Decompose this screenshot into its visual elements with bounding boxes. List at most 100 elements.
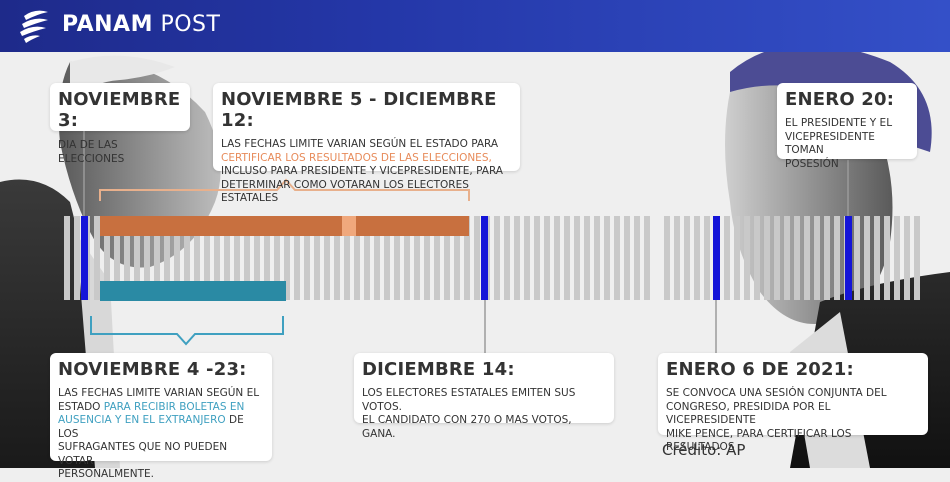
card-nov5-line4: DETERMINAR COMO VOTARAN LOS ELECTORES ES… bbox=[221, 178, 469, 205]
timeline-day-bar bbox=[154, 216, 160, 300]
timeline-day-bar bbox=[294, 216, 300, 300]
card-jan20-line3: POSESIÓN bbox=[785, 157, 839, 170]
timeline-day-bar bbox=[244, 216, 250, 300]
timeline-day-bar bbox=[744, 216, 750, 300]
card-nov5-line1: LAS FECHAS LIMITE VARIAN SEGÚN EL ESTADO… bbox=[221, 138, 499, 150]
timeline-day-bar bbox=[604, 216, 610, 300]
timeline-day-bar bbox=[74, 216, 80, 300]
timeline-day-bar bbox=[434, 216, 440, 300]
card-nov4: NOVIEMBRE 4 -23: LAS FECHAS LIMITE VARIA… bbox=[50, 353, 272, 480]
timeline-day-bar bbox=[534, 216, 540, 300]
card-nov4-line2a: ESTADO bbox=[58, 400, 104, 413]
marker-dec14 bbox=[481, 216, 488, 300]
timeline-day-bar bbox=[64, 216, 70, 300]
timeline-day-bar bbox=[804, 216, 810, 300]
timeline-day-bar bbox=[464, 216, 470, 300]
timeline-day-bar bbox=[694, 216, 700, 300]
timeline-day-bar bbox=[234, 216, 240, 300]
timeline-day-bar bbox=[874, 216, 880, 300]
timeline-day-bar bbox=[814, 216, 820, 300]
timeline-day-bar bbox=[664, 216, 670, 300]
connectors-overlay bbox=[83, 130, 849, 355]
timeline-day-bar bbox=[624, 216, 630, 300]
timeline-day-bar bbox=[724, 216, 730, 300]
timeline-day-bar bbox=[444, 216, 450, 300]
timeline-day-bar bbox=[414, 216, 420, 300]
timeline-day-bar bbox=[304, 216, 310, 300]
timeline-day-bar bbox=[884, 216, 890, 300]
timeline-day-bar bbox=[104, 216, 110, 300]
timeline-day-bar bbox=[704, 216, 710, 300]
card-jan20-line2: VICEPRESIDENTE TOMAN bbox=[785, 130, 875, 157]
card-jan20: ENERO 20: EL PRESIDENTE Y EL VICEPRESIDE… bbox=[777, 83, 917, 170]
card-nov4-line1: LAS FECHAS LIMITE VARIAN SEGÚN EL bbox=[58, 387, 260, 399]
timeline-day-bar bbox=[474, 216, 480, 300]
card-jan20-body: EL PRESIDENTE Y EL VICEPRESIDENTE TOMAN … bbox=[785, 117, 909, 171]
timeline-day-bar bbox=[174, 216, 180, 300]
timeline-day-bar bbox=[834, 216, 840, 300]
timeline-day-bar bbox=[544, 216, 550, 300]
card-nov4-line4: SUFRAGANTES QUE NO PUEDEN VOTAR bbox=[58, 441, 228, 467]
timeline-day-bar bbox=[94, 216, 100, 300]
marker-jan20 bbox=[845, 216, 852, 300]
timeline-day-bar bbox=[184, 216, 190, 300]
card-dec14-title: DICIEMBRE 14: bbox=[362, 359, 515, 380]
timeline-day-bar bbox=[734, 216, 740, 300]
timeline-day-bar bbox=[514, 216, 520, 300]
card-dec14-body: LOS ELECTORES ESTATALES EMITEN SUS VOTOS… bbox=[362, 387, 606, 441]
timeline-day-bar bbox=[504, 216, 510, 300]
card-nov3-title: NOVIEMBRE 3: bbox=[58, 89, 181, 131]
marker-nov3 bbox=[81, 216, 88, 300]
timeline-day-bar bbox=[124, 216, 130, 300]
timeline-day-bar bbox=[824, 216, 830, 300]
card-jan6-title: ENERO 6 DE 2021: bbox=[666, 359, 854, 380]
timeline-day-bar bbox=[224, 216, 230, 300]
brand-light: POST bbox=[160, 12, 221, 37]
timeline-day-bar bbox=[794, 216, 800, 300]
timeline-day-bar bbox=[354, 216, 360, 300]
card-jan6-line3: MIKE PENCE, PARA CERTIFICAR LOS RESULTAD… bbox=[666, 427, 852, 454]
timeline-day-bar bbox=[554, 216, 560, 300]
timeline-day-bar bbox=[754, 216, 760, 300]
card-dec14: DICIEMBRE 14: LOS ELECTORES ESTATALES EM… bbox=[354, 353, 614, 440]
timeline-day-bar bbox=[914, 216, 920, 300]
timeline-day-bar bbox=[424, 216, 430, 300]
certification-bracket bbox=[99, 178, 470, 201]
card-dec14-line1: LOS ELECTORES ESTATALES EMITEN SUS VOTOS… bbox=[362, 387, 576, 413]
timeline-day-bar bbox=[684, 216, 690, 300]
absentee-bracket bbox=[90, 316, 284, 346]
card-nov3: NOVIEMBRE 3: DIA DE LAS ELECCIONES bbox=[50, 83, 190, 165]
card-nov4-title: NOVIEMBRE 4 -23: bbox=[58, 359, 247, 380]
photo-credit: Crédito: AP bbox=[662, 441, 746, 459]
timeline-day-bar bbox=[784, 216, 790, 300]
absentee-range-bar bbox=[100, 281, 286, 301]
timeline-day-bar bbox=[334, 216, 340, 300]
timeline-day-bar bbox=[764, 216, 770, 300]
card-nov5-body: LAS FECHAS LIMITE VARIAN SEGÚN EL ESTADO… bbox=[221, 138, 512, 206]
card-nov4-body: LAS FECHAS LIMITE VARIAN SEGÚN EL ESTADO… bbox=[58, 387, 264, 482]
timeline-day-bar bbox=[454, 216, 460, 300]
timeline-day-bar bbox=[114, 216, 120, 300]
timeline-day-bar bbox=[374, 216, 380, 300]
card-dec14-line2: EL CANDIDATO CON 270 O MAS VOTOS, GANA. bbox=[362, 414, 572, 440]
card-nov5-title: NOVIEMBRE 5 - DICIEMBRE 12: bbox=[221, 89, 497, 131]
timeline-day-bar bbox=[594, 216, 600, 300]
brand-wordmark: PANAM POST bbox=[62, 12, 220, 37]
card-jan6-line1: SE CONVOCA UNA SESIÓN CONJUNTA DEL bbox=[666, 387, 887, 399]
timeline-day-bar bbox=[324, 216, 330, 300]
timeline-day-bar bbox=[364, 216, 370, 300]
header-banner: PANAM POST bbox=[0, 0, 950, 52]
card-nov3-body: DIA DE LAS ELECCIONES bbox=[58, 139, 125, 165]
card-jan6-body: SE CONVOCA UNA SESIÓN CONJUNTA DEL CONGR… bbox=[666, 387, 920, 455]
timeline-day-bar bbox=[314, 216, 320, 300]
timeline-day-bar bbox=[134, 216, 140, 300]
certification-range-bar bbox=[100, 216, 469, 236]
card-jan6-line2: CONGRESO, PRESIDIDA POR EL VICEPRESIDENT… bbox=[666, 400, 831, 427]
timeline-day-bar bbox=[634, 216, 640, 300]
card-jan6: ENERO 6 DE 2021: SE CONVOCA UNA SESIÓN C… bbox=[658, 353, 928, 453]
timeline-day-bar bbox=[194, 216, 200, 300]
timeline-day-bar bbox=[614, 216, 620, 300]
panampost-logo-icon bbox=[20, 10, 48, 43]
timeline-day-bar bbox=[494, 216, 500, 300]
timeline-day-bar bbox=[164, 216, 170, 300]
